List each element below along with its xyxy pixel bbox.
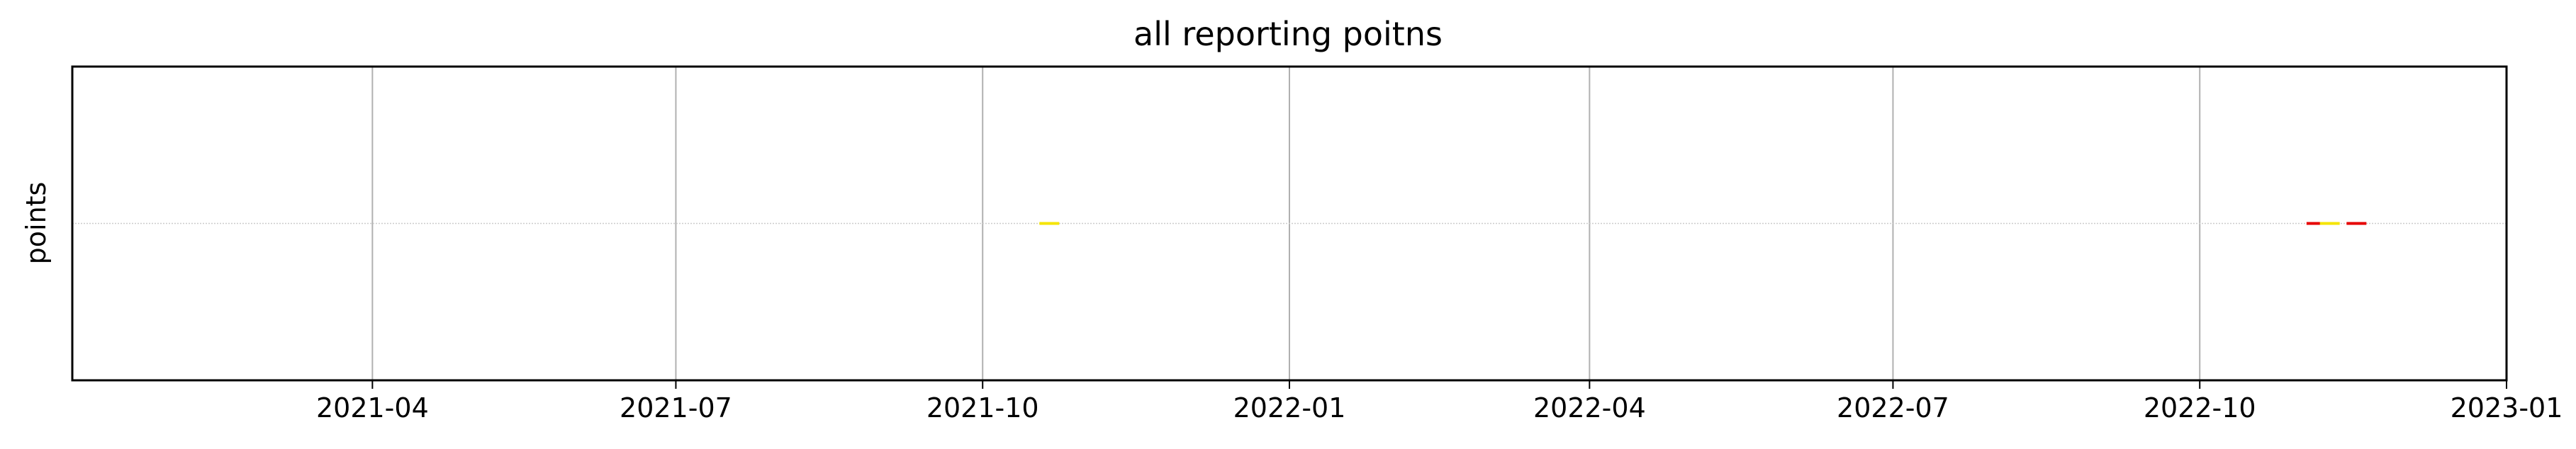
x-axis: 2021-04 2021-07 2021-10 2022-01 2022-04 2022-…	[316, 380, 2563, 424]
x-tick-label: 2022-04	[1533, 392, 1646, 424]
x-tick-label: 2022-10	[2144, 392, 2256, 424]
x-tick-label: 2021-10	[926, 392, 1039, 424]
x-tick-label: 2021-07	[620, 392, 732, 424]
chart-title: all reporting poitns	[1133, 15, 1443, 53]
x-tick-label: 2023-01	[2451, 392, 2563, 424]
x-tick-label: 2022-07	[1837, 392, 1949, 424]
x-tick-label: 2021-04	[316, 392, 429, 424]
x-tick-label: 2022-01	[1233, 392, 1346, 424]
y-axis-label: points	[21, 182, 52, 265]
